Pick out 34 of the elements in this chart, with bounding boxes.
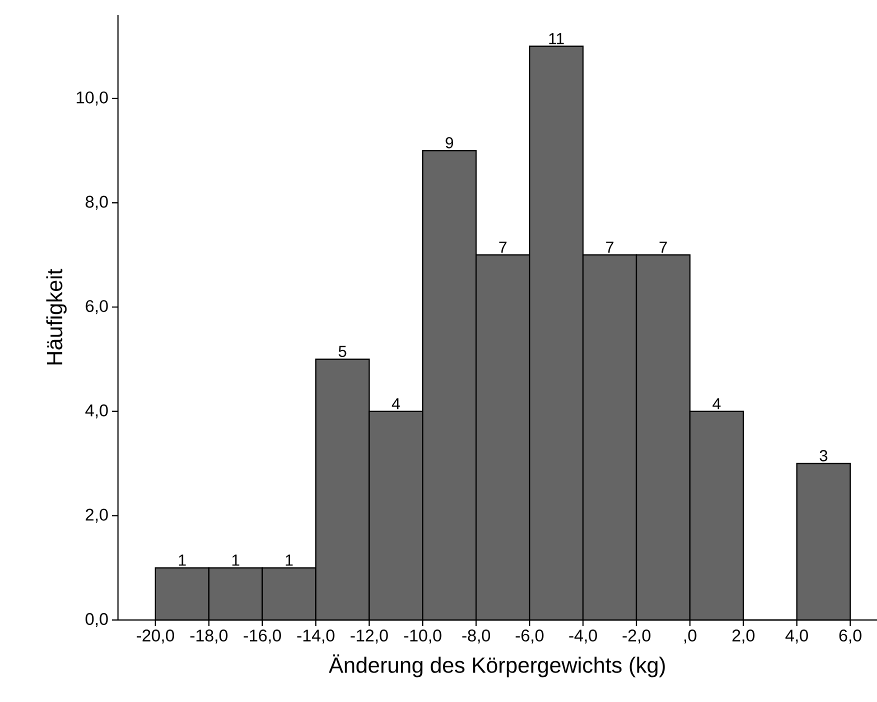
data-label: 11 [549, 33, 564, 44]
x-tick-label: 2,0 [732, 630, 754, 644]
data-label: 1 [286, 554, 293, 566]
data-label: 4 [392, 398, 400, 410]
x-tick-label: -6,0 [516, 630, 544, 644]
y-axis-title: Häufigkeit [46, 268, 67, 364]
data-label: 7 [606, 242, 614, 253]
data-label: 1 [232, 554, 240, 566]
x-tick-label: -14,0 [297, 630, 334, 644]
y-tick-label: 0,0 [86, 613, 108, 627]
x-tick-label: 6,0 [839, 630, 862, 644]
y-tick-label: 10,0 [76, 91, 108, 106]
x-axis-title: Änderung des Körpergewichts (kg) [328, 654, 665, 678]
y-tick-label: 6,0 [86, 300, 108, 314]
x-tick-label: -16,0 [244, 630, 281, 644]
x-tick-label: -18,0 [190, 630, 228, 644]
y-tick-label: 2,0 [86, 508, 108, 523]
data-label: 1 [178, 554, 186, 566]
data-label: 9 [446, 137, 454, 148]
x-tick-label: -2,0 [622, 630, 650, 644]
y-tick-label: 4,0 [85, 404, 108, 418]
data-label: 7 [660, 242, 667, 253]
data-label: 7 [499, 242, 506, 253]
y-tick-label: 8,0 [86, 196, 108, 210]
x-tick-label: -12,0 [350, 630, 388, 644]
data-label: 5 [338, 346, 346, 358]
x-tick-label: -20,0 [136, 630, 174, 644]
x-tick-label: -10,0 [404, 630, 442, 644]
data-label: 4 [712, 398, 721, 410]
x-tick-label: -8,0 [462, 630, 490, 644]
x-tick-label: ,0 [684, 630, 696, 644]
data-label: 3 [820, 450, 828, 462]
x-tick-label: 4,0 [785, 630, 808, 644]
x-tick-label: -4,0 [569, 630, 597, 644]
